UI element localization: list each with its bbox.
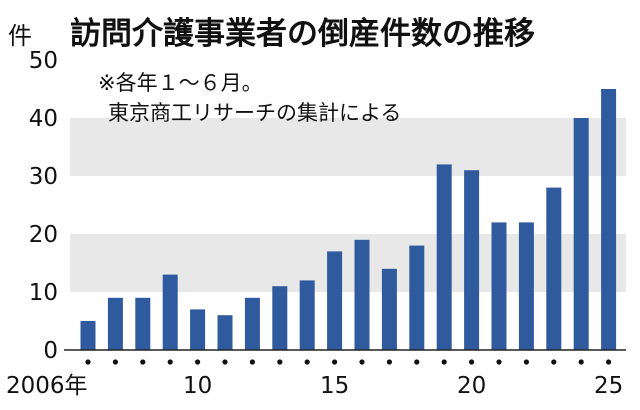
bar-2014	[299, 280, 315, 350]
bar-2022	[518, 222, 534, 350]
band-20-30	[70, 176, 626, 234]
x-dot-2015	[332, 359, 338, 365]
x-dot-2020	[469, 359, 475, 365]
x-dot-2023	[551, 359, 557, 365]
band-0-10	[70, 292, 626, 350]
y-tick-0: 0	[43, 338, 58, 364]
x-dot-2007	[112, 359, 118, 365]
y-tick-40: 40	[29, 106, 58, 132]
x-tick-2025: 25	[594, 373, 623, 399]
x-dot-2017	[386, 359, 392, 365]
bar-2007	[107, 297, 123, 350]
x-dot-2010	[195, 359, 201, 365]
bar-2010	[190, 309, 206, 350]
x-tick-labels: 2006年 10 15 20 25	[6, 373, 623, 399]
bar-2023	[546, 187, 562, 350]
chart-notes: ※各年１～６月。東京商工リサーチの集計による	[98, 71, 401, 125]
bar-2018	[409, 245, 425, 350]
x-dot-2021	[496, 359, 502, 365]
x-dot-2014	[304, 359, 310, 365]
x-dot-2018	[414, 359, 420, 365]
x-dot-2011	[222, 359, 228, 365]
x-tick-2010: 10	[183, 373, 212, 399]
bar-2020	[464, 170, 480, 350]
bar-2024	[573, 118, 589, 350]
x-tick-2006: 2006年	[6, 373, 88, 399]
bars	[80, 89, 617, 350]
y-tick-20: 20	[29, 222, 58, 248]
x-dot-2012	[249, 359, 255, 365]
bar-2025	[601, 89, 617, 350]
x-dot-2022	[523, 359, 530, 365]
x-tick-dots	[85, 359, 612, 365]
band-10-20	[70, 234, 626, 292]
note-line-1: ※各年１～６月。	[98, 71, 263, 95]
bar-2021	[491, 222, 507, 350]
chart-title: 訪問介護事業者の倒産件数の推移	[70, 16, 535, 52]
bar-2015	[327, 251, 343, 350]
bar-2008	[135, 297, 151, 350]
bar-2013	[272, 286, 288, 350]
x-dot-2006	[85, 359, 91, 365]
y-axis-unit-label: 件	[8, 22, 32, 50]
x-dot-2024	[578, 359, 584, 365]
bar-2017	[381, 268, 397, 350]
bar-2016	[354, 239, 370, 350]
x-dot-2025	[606, 359, 612, 365]
bar-2009	[162, 274, 178, 350]
x-tick-2015: 15	[320, 373, 349, 399]
y-tick-50: 50	[29, 48, 58, 74]
y-tick-10: 10	[29, 280, 58, 306]
x-dot-2016	[359, 359, 365, 365]
band-30-40	[70, 118, 626, 176]
bar-2012	[244, 297, 260, 350]
x-tick-2020: 20	[457, 373, 486, 399]
y-tick-30: 30	[29, 164, 58, 190]
x-dot-2009	[167, 359, 173, 365]
band-40-50	[70, 60, 626, 118]
note-line-2: 東京商工リサーチの集計による	[108, 101, 401, 125]
bar-2019	[436, 164, 452, 350]
bar-2011	[217, 315, 233, 350]
y-tick-labels: 0 10 20 30 40 50	[29, 48, 58, 364]
x-dot-2008	[140, 359, 146, 365]
x-dot-2019	[441, 359, 447, 365]
bar-2006	[80, 321, 96, 350]
x-dot-2013	[277, 359, 283, 365]
